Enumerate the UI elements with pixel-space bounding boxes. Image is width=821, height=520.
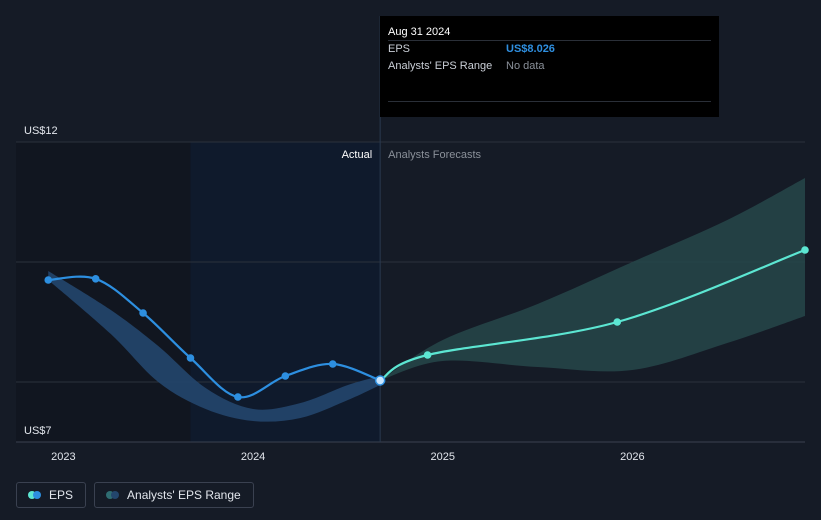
x-axis-label: 2025: [431, 451, 455, 463]
forecast-label: Analysts Forecasts: [388, 149, 481, 161]
chart-legend: EPS Analysts' EPS Range: [16, 482, 254, 508]
forecast-eps-line: [379, 248, 806, 382]
tooltip-date: Aug 31 2024: [388, 26, 451, 38]
actual-label: Actual: [342, 149, 373, 161]
tooltip-divider: [388, 101, 711, 102]
actual-eps-line: [48, 275, 381, 399]
tooltip-range-value: No data: [506, 60, 545, 72]
actual-eps-point: [281, 372, 290, 380]
actual-eps-point: [186, 354, 195, 362]
tooltip-eps-row: EPS US$8.026: [388, 40, 711, 58]
forecast-range-band: [380, 178, 805, 381]
actual-eps-point: [328, 360, 337, 368]
legend-range-toggle[interactable]: Analysts' EPS Range: [94, 482, 254, 508]
actual-eps-point: [44, 276, 53, 284]
legend-eps-toggle[interactable]: EPS: [16, 482, 87, 508]
x-axis-label: 2024: [241, 451, 265, 463]
actual-eps-point: [91, 275, 100, 283]
tooltip-range-row: Analysts' EPS Range No data: [388, 58, 711, 75]
x-axis-label: 2026: [620, 451, 644, 463]
eps-swatch-icon: [28, 491, 42, 499]
forecast-eps-point: [801, 246, 809, 254]
legend-range-label: Analysts' EPS Range: [127, 488, 241, 502]
hover-tooltip: Aug 31 2024 EPS US$8.026 Analysts' EPS R…: [380, 16, 719, 117]
legend-eps-label: EPS: [49, 488, 74, 502]
y-axis-label: US$7: [24, 425, 52, 437]
forecast-eps-point: [613, 318, 622, 326]
range-swatch-icon: [106, 491, 120, 499]
actual-eps-point: [234, 393, 242, 401]
tooltip-range-label: Analysts' EPS Range: [388, 60, 493, 72]
actual-eps-point: [139, 309, 147, 317]
highlighted-eps-point: [374, 375, 386, 386]
forecast-eps-point: [423, 351, 432, 359]
past-region: [16, 142, 191, 442]
x-axis-label: 2023: [51, 451, 75, 463]
tooltip-eps-value: US$8.026: [506, 43, 555, 55]
y-axis-label: US$12: [24, 125, 58, 137]
tooltip-eps-label: EPS: [388, 43, 411, 55]
